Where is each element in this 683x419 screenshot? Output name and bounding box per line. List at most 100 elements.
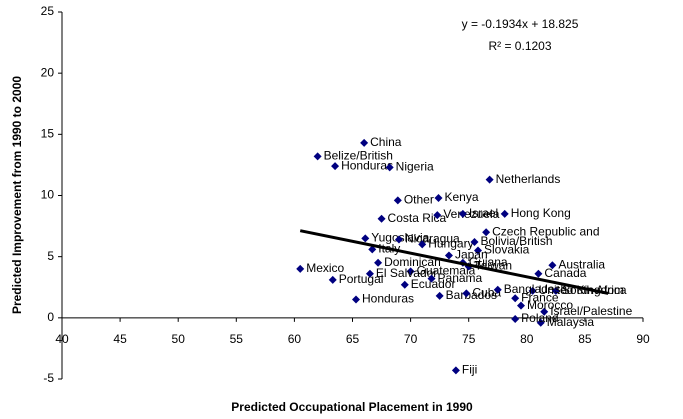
point [393, 196, 402, 205]
x-tick-label: 90 [636, 332, 650, 346]
point [470, 237, 479, 246]
point [458, 209, 467, 218]
point-label: Australia [558, 257, 605, 271]
point-label: Netherlands [496, 172, 561, 186]
point [536, 318, 545, 327]
point-label: Morocco [527, 298, 573, 312]
point [528, 286, 537, 295]
point-label: Hungary [428, 237, 473, 251]
x-tick-label: 75 [462, 332, 476, 346]
point-label: Poland [521, 311, 558, 325]
point [433, 211, 442, 220]
point-label: Israel/Palestine [550, 304, 632, 318]
point-label: Belize/British [324, 149, 393, 163]
point-label: Guatemala [417, 264, 476, 278]
point-label: Bangladesh [504, 282, 567, 296]
point-label: Portugal [339, 272, 384, 286]
r-squared: R² = 0.1203 [488, 39, 551, 53]
point [351, 295, 360, 304]
point [360, 138, 369, 147]
x-tick-label: 40 [55, 332, 69, 346]
point-label: Honduras [362, 292, 414, 306]
point [374, 258, 383, 267]
point-label: El Salvador [376, 266, 437, 280]
point [427, 274, 436, 283]
point [511, 315, 520, 324]
point-label: China [370, 135, 402, 149]
point-label: Guiana [469, 255, 508, 269]
y-tick-label: -5 [43, 371, 54, 385]
point-label: Fiji [462, 363, 477, 377]
point-label: Japan [455, 248, 488, 262]
point-label: Barbados [446, 288, 497, 302]
point-label: Ecuador [411, 277, 456, 291]
point [548, 261, 557, 270]
point [493, 285, 502, 294]
point [511, 294, 520, 303]
point [451, 366, 460, 375]
y-tick-label: 10 [41, 188, 55, 202]
point-label: Malaysia [547, 315, 595, 329]
point-label: Honduras [341, 158, 393, 172]
y-tick-label: 25 [41, 4, 55, 18]
point [473, 246, 482, 255]
x-tick-label: 55 [230, 332, 244, 346]
x-tick-label: 80 [520, 332, 534, 346]
point [418, 240, 427, 249]
y-tick-label: 15 [41, 127, 55, 141]
point-label: Bolivia/British [481, 234, 553, 248]
point [500, 209, 509, 218]
y-tick-label: 0 [47, 310, 54, 324]
point [444, 251, 453, 260]
x-tick-label: 45 [113, 332, 127, 346]
x-tick-label: 60 [288, 332, 302, 346]
point [462, 289, 471, 298]
point [551, 286, 560, 295]
point [534, 269, 543, 278]
point-label: Canada [544, 266, 586, 280]
y-axis-title: Predicted Improvement from 1990 to 2000 [10, 76, 24, 314]
point-label: Mexico [306, 261, 344, 275]
point [331, 162, 340, 171]
point [434, 193, 443, 202]
point [540, 307, 549, 316]
x-tick-label: 50 [172, 332, 186, 346]
x-tick-label: 70 [404, 332, 418, 346]
point-label: Other [404, 193, 434, 207]
point-label: Hong Kong [511, 206, 571, 220]
x-tick-label: 85 [578, 332, 592, 346]
point [435, 291, 444, 300]
trendline [299, 229, 609, 295]
point-label: Czech Republic and [492, 224, 599, 238]
point-label: Panama [438, 271, 483, 285]
point [394, 235, 403, 244]
point [377, 214, 386, 223]
point [328, 275, 337, 284]
point-label: Costa Rica [388, 211, 447, 225]
point-label: Nigeria [396, 160, 434, 174]
point-label: Cuba [472, 286, 501, 300]
point [485, 175, 494, 184]
point [400, 280, 409, 289]
point-label: Dominican [384, 255, 441, 269]
y-tick-label: 5 [47, 249, 54, 263]
y-tick-label: 20 [41, 65, 55, 79]
point [296, 264, 305, 273]
x-tick-label: 65 [346, 332, 360, 346]
point [365, 269, 374, 278]
point [516, 301, 525, 310]
x-axis-title: Predicted Occupational Placement in 1990 [231, 400, 473, 414]
point-label: Venezuela [443, 207, 499, 221]
point [368, 245, 377, 254]
point [385, 163, 394, 172]
point [361, 234, 370, 243]
point [406, 267, 415, 276]
point-label: Kenya [444, 190, 478, 204]
point-label: France [521, 290, 559, 304]
point-label: Nicaragua [405, 232, 460, 246]
point-label: Israel [469, 206, 498, 220]
point-label: Slovakia [484, 243, 530, 257]
equation: y = -0.1934x + 18.825 [462, 17, 579, 31]
point [313, 152, 322, 161]
